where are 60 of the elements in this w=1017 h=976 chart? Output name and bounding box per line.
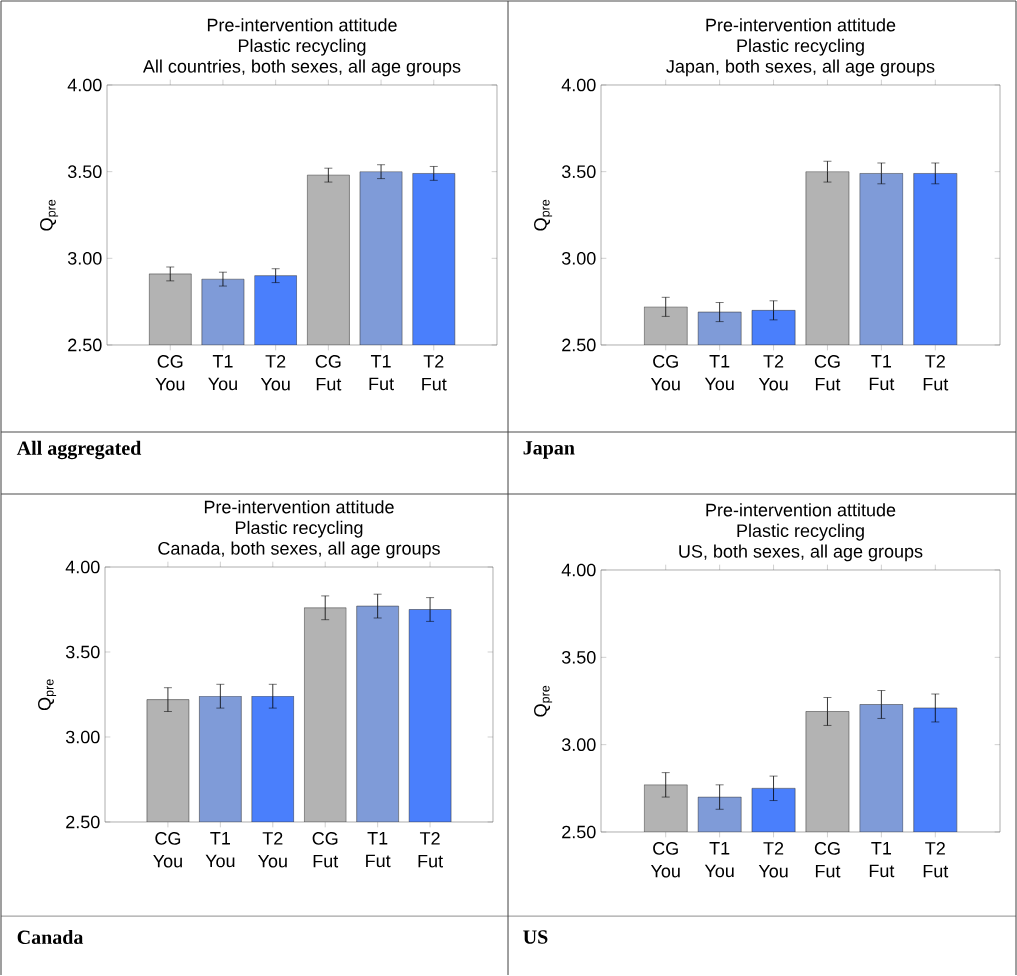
y-tick-label: 4.00 — [65, 560, 100, 574]
x-tick-label: CG Fut — [814, 355, 841, 391]
y-tick-label: 3.00 — [65, 730, 100, 744]
x-tick-label: T1 You — [704, 842, 734, 878]
x-tick-label: T2 Fut — [418, 832, 443, 868]
y-tick-label: 3.00 — [561, 738, 596, 752]
y-tick-label: 2.50 — [562, 338, 596, 352]
y-tick-label: 3.00 — [67, 251, 102, 265]
chart-title: Pre-intervention attitude — [204, 500, 394, 514]
x-tick-label: T2 You — [758, 842, 788, 878]
x-tick-label: CG You — [650, 355, 680, 391]
y-tick-label: 4.00 — [561, 78, 596, 92]
y-tick-label: 2.50 — [68, 338, 102, 352]
chart-title: Pre-intervention attitude — [207, 18, 397, 32]
y-tick-label: 3.50 — [65, 645, 100, 659]
x-tick-label: T1 You — [208, 355, 237, 391]
text: All aggregated — [16, 440, 142, 460]
chart-subtitle: Plastic recycling — [737, 38, 864, 56]
y-tick-label: 3.50 — [561, 165, 596, 179]
text: US, both sexes, all age groups — [679, 544, 923, 562]
x-tick-label: T2 Fut — [923, 355, 949, 391]
y-tick-label: 3.50 — [67, 165, 102, 179]
chart-subtitle: Plastic recycling — [238, 38, 366, 56]
chart-subtitle: Plastic recycling — [235, 520, 363, 538]
x-tick-label: T2 Fut — [923, 842, 949, 878]
x-tick-label: T2 You — [260, 355, 290, 391]
y-tick-label: 4.00 — [67, 78, 102, 92]
x-tick-label: T2 You — [257, 832, 287, 868]
x-tick-label: CG You — [650, 842, 680, 878]
text: Canada — [17, 929, 84, 945]
y-axis-title: Q$_{pre}$ — [534, 685, 553, 717]
x-tick-label: T1 Fut — [369, 355, 394, 391]
x-tick-label: T2 You — [758, 355, 788, 391]
y-tick-label: 2.50 — [562, 825, 596, 839]
y-axis-title: Q$_{pre}$ — [38, 679, 57, 711]
y-tick-label: 4.00 — [561, 563, 596, 577]
x-tick-label: T1 You — [704, 355, 734, 391]
x-tick-label: CG Fut — [315, 355, 342, 391]
x-tick-label: T2 Fut — [422, 355, 447, 391]
x-tick-label: CG Fut — [312, 832, 339, 868]
chart-subtitle: Plastic recycling — [737, 523, 864, 541]
y-tick-label: 2.50 — [66, 815, 100, 829]
text: Japan, both sexes, all age groups — [666, 59, 935, 77]
y-tick-label: 3.50 — [561, 650, 596, 664]
y-tick-label: 3.00 — [561, 251, 596, 265]
text: All countries, both sexes, all age groups — [142, 59, 461, 77]
y-axis-title: Q$_{pre}$ — [40, 199, 59, 231]
text: US — [523, 930, 548, 944]
chart-title: Pre-intervention attitude — [706, 18, 896, 32]
text: Japan — [523, 441, 575, 459]
x-tick-label: CG You — [153, 832, 182, 868]
x-tick-label: T1 You — [205, 832, 235, 868]
x-tick-label: T1 Fut — [366, 832, 391, 868]
x-tick-label: CG Fut — [814, 842, 841, 878]
x-tick-label: T1 Fut — [869, 355, 895, 391]
x-tick-label: T1 Fut — [869, 842, 895, 878]
y-axis-title: Q$_{pre}$ — [534, 199, 553, 231]
x-tick-label: CG You — [155, 355, 185, 391]
text: Canada, both sexes, all age groups — [158, 541, 440, 559]
chart-title: Pre-intervention attitude — [706, 503, 896, 517]
